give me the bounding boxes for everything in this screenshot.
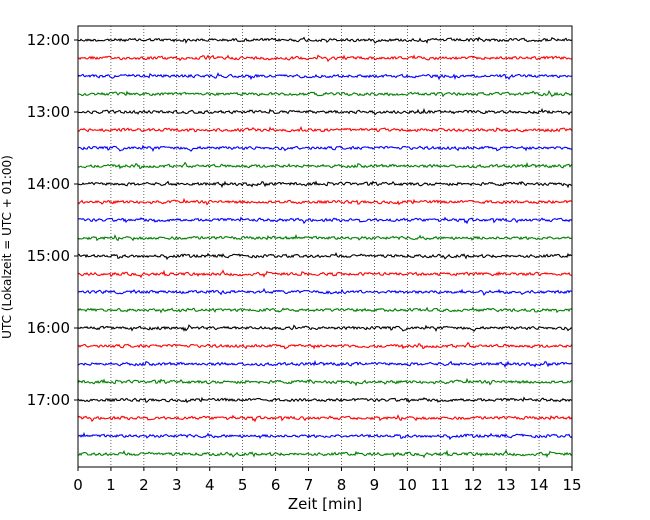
seismic-trace — [77, 233, 573, 242]
seismic-trace — [77, 216, 573, 225]
seismic-trace — [77, 125, 573, 133]
seismic-trace — [77, 90, 573, 98]
x-tick-label: 5 — [238, 476, 248, 494]
seismic-trace — [77, 252, 573, 261]
x-tick-label: 7 — [304, 476, 314, 494]
seismic-trace — [77, 180, 573, 189]
x-axis-label: Zeit [min] — [288, 495, 362, 513]
x-tick-label: 6 — [271, 476, 281, 494]
y-tick-label: 16:00 — [27, 319, 70, 337]
y-tick-label: 17:00 — [27, 391, 70, 409]
x-tick-label: 4 — [205, 476, 215, 494]
x-tick-label: 3 — [172, 476, 182, 494]
seismic-trace — [77, 377, 573, 387]
x-tick-label: 15 — [562, 476, 581, 494]
y-tick-label: 13:00 — [27, 103, 70, 121]
seismic-trace — [77, 341, 573, 350]
plot-frame — [77, 25, 573, 468]
x-tick-label: 0 — [73, 476, 83, 494]
x-tick-label: 8 — [337, 476, 347, 494]
y-tick-label: 12:00 — [27, 31, 70, 49]
seismic-trace — [77, 359, 573, 369]
x-axis-ticks: 0 1 2 3 4 5 6 7 8 9 10 11 12 13 14 15 — [73, 467, 582, 494]
seismic-trace — [77, 197, 573, 206]
seismic-trace — [77, 107, 573, 116]
x-tick-label: 11 — [431, 476, 450, 494]
seismic-trace — [77, 324, 573, 333]
x-tick-label: 1 — [106, 476, 116, 494]
seismic-trace — [77, 269, 573, 279]
y-tick-label: 15:00 — [27, 247, 70, 265]
x-tick-label: 13 — [497, 476, 516, 494]
x-tick-label: 2 — [139, 476, 149, 494]
y-axis-label: UTC (Lokalzeit = UTC + 01:00) — [0, 155, 14, 339]
seismic-trace — [77, 54, 573, 63]
seismic-trace — [77, 396, 573, 404]
seismic-trace — [77, 449, 573, 459]
y-axis-ticks: 12:00 13:00 14:00 15:00 16:00 17:00 — [27, 31, 78, 409]
x-tick-label: 12 — [464, 476, 483, 494]
seismic-trace — [77, 161, 573, 170]
seismic-trace — [77, 36, 573, 44]
seismic-trace — [77, 306, 573, 314]
x-tick-label: 9 — [370, 476, 380, 494]
seismic-trace — [77, 144, 573, 153]
x-tick-label: 14 — [530, 476, 549, 494]
trace-group — [77, 36, 573, 459]
seismic-trace — [77, 287, 573, 296]
y-tick-label: 14:00 — [27, 175, 70, 193]
seismic-trace — [77, 414, 573, 423]
seismic-trace — [77, 431, 573, 441]
x-tick-label: 10 — [398, 476, 417, 494]
seismic-trace — [77, 72, 573, 81]
